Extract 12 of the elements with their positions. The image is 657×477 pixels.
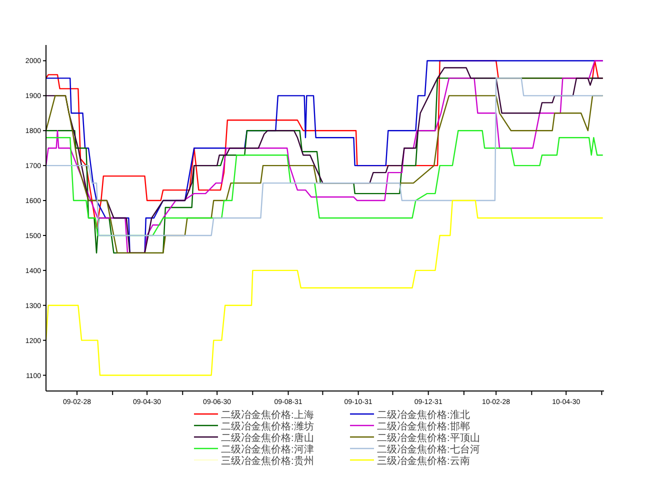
legend-label: 二级冶金焦价格:平顶山 <box>377 432 480 444</box>
legend-label: 二级冶金焦价格:淮北 <box>377 408 470 421</box>
legend-label: 三级冶金焦价格:贵州 <box>221 454 314 467</box>
legend-label: 二级冶金焦价格:河津 <box>221 443 314 456</box>
legend-label: 二级冶金焦价格:唐山 <box>221 432 314 444</box>
legend-label: 二级冶金焦价格:七台河 <box>377 443 480 456</box>
line-series <box>45 200 604 376</box>
legend-label: 二级冶金焦价格:潍坊 <box>221 420 314 432</box>
legend-label: 三级冶金焦价格:云南 <box>377 454 470 467</box>
legend-label: 二级冶金焦价格:邯郸 <box>377 420 470 432</box>
line-series <box>45 130 604 236</box>
legend-label: 二级冶金焦价格:上海 <box>221 408 314 421</box>
